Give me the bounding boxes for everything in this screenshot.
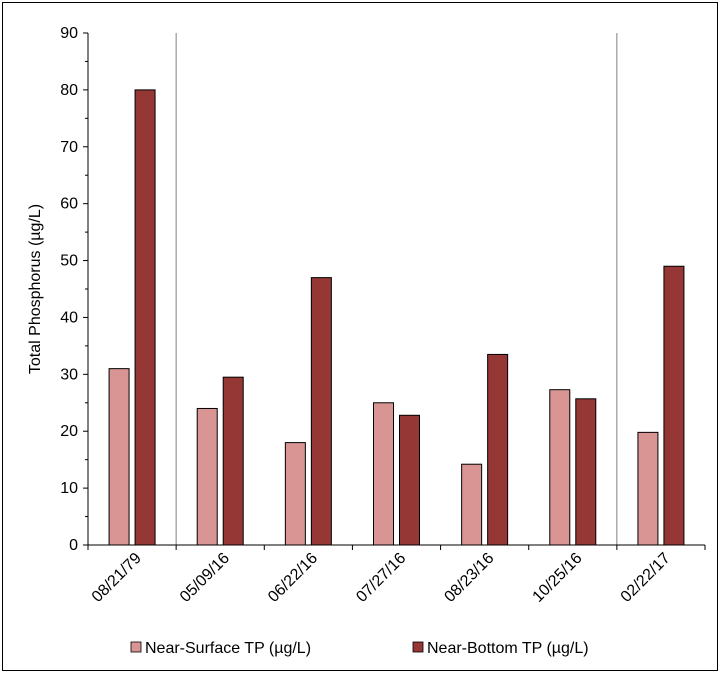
y-axis: 0 10 20 30 40 50 60 70 80 90 (60, 25, 89, 554)
bar-near-surface (549, 389, 571, 546)
y-tick-label: 70 (60, 139, 78, 156)
bar-near-bottom (487, 353, 509, 546)
x-axis: 08/21/79 05/09/16 06/22/16 07/27/16 08/23/16… (87, 544, 706, 606)
y-tick-label: 80 (60, 82, 78, 99)
bar-near-surface (196, 407, 218, 546)
bar-near-bottom (222, 376, 244, 546)
y-tick-label: 10 (60, 480, 78, 497)
x-tick-label: 10/25/16 (530, 550, 586, 606)
y-tick-label: 30 (60, 366, 78, 383)
y-tick-label: 60 (60, 196, 78, 213)
bar-near-bottom (663, 265, 685, 546)
y-tick-label: 20 (60, 423, 78, 440)
bar-near-bottom (134, 89, 156, 546)
y-tick-label: 0 (69, 537, 78, 554)
legend-label-near-surface: Near-Surface TP (µg/L) (145, 640, 311, 657)
bar-near-bottom (575, 398, 597, 546)
legend-swatch-near-bottom (412, 641, 424, 653)
y-tick-label: 40 (60, 309, 78, 326)
legend: Near-Surface TP (µg/L) Near-Bottom TP (µ… (130, 640, 589, 657)
bar-near-bottom (399, 414, 420, 546)
x-tick-label: 07/27/16 (353, 550, 409, 606)
bar-near-surface (108, 368, 130, 546)
y-tick-label: 90 (60, 25, 78, 42)
y-axis-label: Total Phosphorus (µg/L) (27, 204, 44, 374)
period-separators (175, 33, 618, 545)
x-tick-label: 05/09/16 (177, 550, 233, 606)
x-tick-label: 08/23/16 (441, 550, 497, 606)
bar-near-bottom (310, 277, 332, 546)
bar-near-surface (284, 442, 306, 546)
y-tick-label: 50 (60, 253, 78, 270)
x-tick-label: 06/22/16 (265, 550, 321, 606)
legend-swatch-near-surface (130, 641, 142, 653)
x-tick-label: 02/22/17 (618, 550, 674, 606)
bar-near-surface (637, 431, 659, 546)
bar-near-surface (461, 463, 483, 546)
bar-near-surface (373, 402, 394, 546)
legend-label-near-bottom: Near-Bottom TP (µg/L) (427, 640, 589, 657)
x-tick-label: 08/21/79 (89, 550, 145, 606)
bars-group (108, 89, 685, 546)
